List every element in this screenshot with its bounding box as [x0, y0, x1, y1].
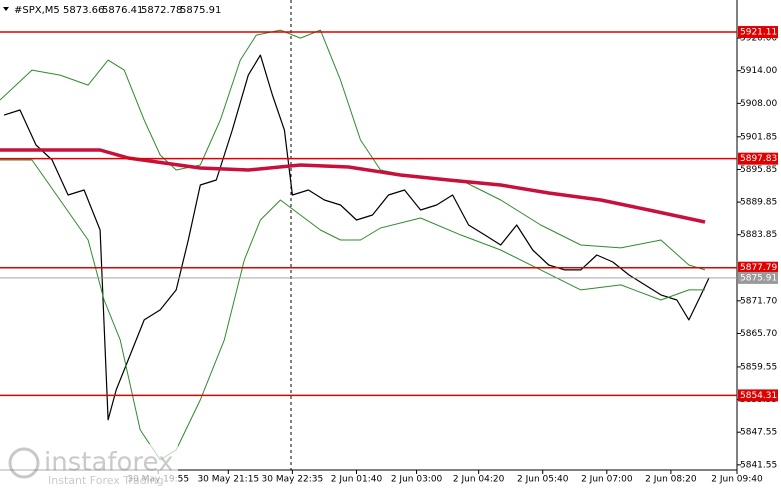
price-line [0, 29, 706, 271]
level-tag-label: 5877.79 [740, 263, 777, 273]
header: #SPX,M5 5873.66 5876.41 5872.78 5875.91 [14, 5, 221, 16]
y-tick-label: 5865.70 [740, 329, 777, 339]
y-tick-label: 5895.85 [740, 165, 777, 175]
symbol: #SPX,M5 [14, 5, 60, 16]
x-tick-label: 2 Jun 04:20 [453, 475, 505, 485]
y-tick-label: 5859.55 [740, 362, 777, 372]
logo-mark [8, 447, 40, 479]
x-tick-label: 30 May 22:35 [262, 475, 324, 485]
price-line [3, 54, 710, 421]
high: 5876.41 [102, 5, 143, 16]
low: 5872.78 [141, 5, 182, 16]
watermark: instaforex Instant Forex Trading [0, 444, 178, 489]
y-tick-label: 5841.55 [740, 460, 777, 470]
price-line [0, 159, 705, 461]
level-tag [738, 389, 778, 402]
level-tag-label: 5854.31 [740, 391, 777, 401]
level-tag [738, 261, 778, 274]
tagline: Instant Forex Trading [48, 474, 164, 487]
y-tick-label: 5847.55 [740, 428, 777, 438]
y-tick-label: 5901.85 [740, 132, 777, 142]
x-tick-label: 2 Jun 07:00 [581, 475, 633, 485]
y-tick-label: 5889.85 [740, 198, 777, 208]
level-tag-label: 5897.83 [740, 154, 777, 164]
level-tag-label: 5921.11 [740, 28, 777, 38]
x-tick-label: 2 Jun 09:40 [711, 475, 763, 485]
y-tick-label: 5908.00 [740, 99, 777, 109]
brand: instaforex [44, 448, 173, 478]
menu-icon [3, 7, 9, 11]
y-tick-label: 5871.70 [740, 296, 777, 306]
x-tick-label: 2 Jun 08:20 [645, 475, 697, 485]
x-tick-label: 30 May 21:15 [197, 475, 259, 485]
y-tick-label: 5914.00 [740, 66, 777, 76]
price-line [0, 148, 706, 224]
current-price-label: 5875.91 [740, 273, 777, 283]
level-tag [738, 152, 778, 165]
level-tag [738, 26, 778, 39]
x-tick-label: 2 Jun 01:40 [331, 475, 383, 485]
close: 5875.91 [180, 5, 221, 16]
x-tick-label: 2 Jun 05:40 [517, 475, 569, 485]
y-tick-label: 5883.85 [740, 230, 777, 240]
x-tick-label: 2 Jun 03:00 [391, 475, 443, 485]
open: 5873.66 [63, 5, 104, 16]
y-tick-label: 5920.00 [740, 34, 777, 44]
current-price-tag [738, 271, 778, 284]
